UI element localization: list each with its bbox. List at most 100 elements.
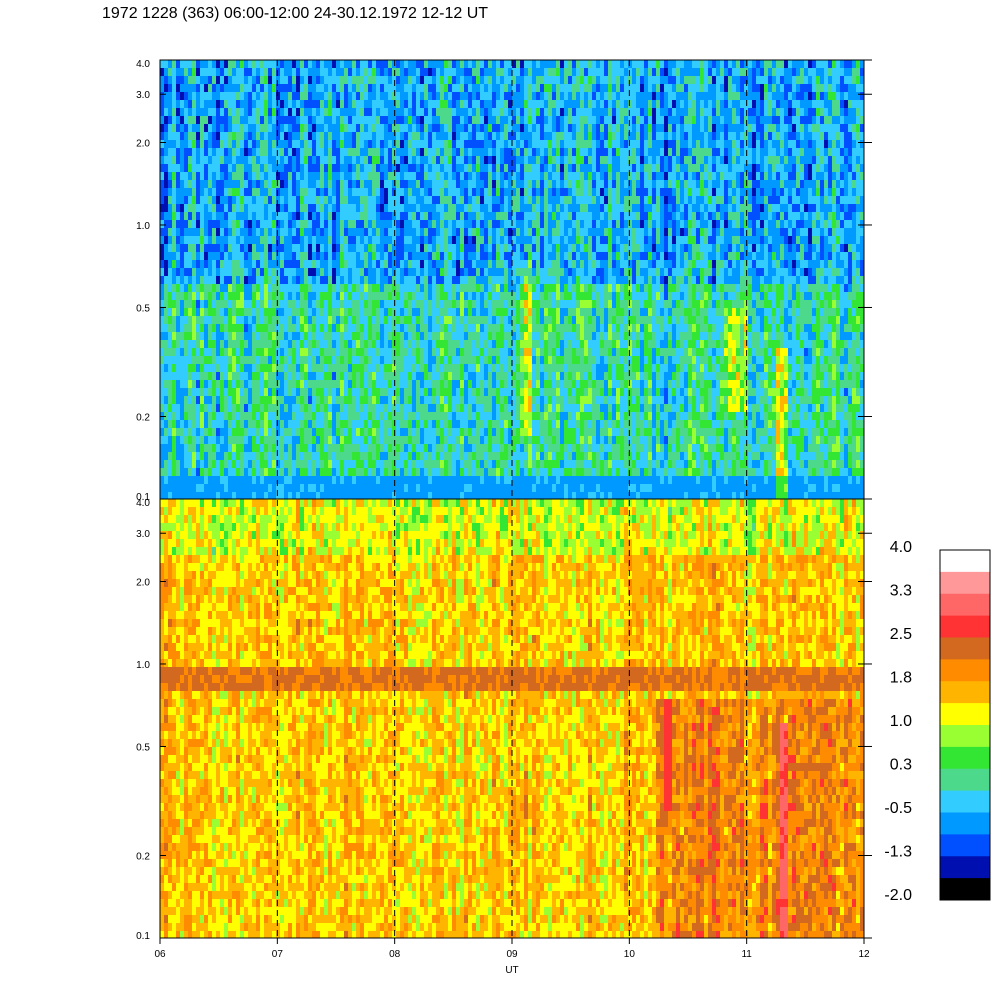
spectro-cell (480, 460, 484, 469)
spectro-cell (272, 364, 276, 373)
spectro-cell (200, 300, 204, 309)
spectro-cell (348, 356, 352, 365)
spectro-cell (496, 260, 500, 269)
spectro-cell (428, 348, 432, 357)
spectro-cell (516, 356, 520, 365)
spectro-cell (460, 324, 464, 333)
spectro-cell (468, 228, 472, 237)
spectro-cell (508, 412, 512, 421)
spectro-cell (444, 68, 448, 77)
spectro-cell (224, 188, 228, 197)
spectro-cell (432, 92, 436, 101)
spectro-cell (352, 268, 356, 277)
spectro-cell (228, 340, 232, 349)
spectro-cell (444, 404, 448, 413)
spectro-cell (248, 452, 252, 461)
spectro-cell (248, 132, 252, 141)
spectro-cell (356, 356, 360, 365)
spectro-cell (460, 212, 464, 221)
spectro-cell (344, 268, 348, 277)
spectro-cell (164, 180, 168, 189)
spectro-cell (292, 244, 296, 253)
spectro-cell (252, 196, 256, 205)
spectro-cell (336, 460, 340, 469)
spectro-cell (432, 108, 436, 117)
spectro-cell (168, 156, 172, 165)
spectro-cell (512, 204, 516, 213)
spectro-cell (316, 300, 320, 309)
spectro-cell (444, 492, 448, 499)
spectro-cell (380, 316, 384, 325)
spectro-cell (256, 212, 260, 221)
spectro-cell (264, 116, 268, 125)
spectro-cell (512, 484, 516, 493)
spectro-cell (328, 260, 332, 269)
spectro-cell (376, 476, 380, 485)
spectro-cell (436, 468, 440, 477)
spectro-cell (304, 204, 308, 213)
spectro-cell (236, 244, 240, 253)
spectro-cell (444, 476, 448, 485)
spectro-cell (204, 300, 208, 309)
spectro-cell (344, 476, 348, 485)
spectro-cell (240, 220, 244, 229)
spectro-cell (240, 420, 244, 429)
spectro-cell (424, 452, 428, 461)
spectro-cell (420, 100, 424, 109)
spectro-cell (344, 444, 348, 453)
spectro-cell (188, 68, 192, 77)
spectro-cell (220, 204, 224, 213)
spectro-cell (416, 164, 420, 173)
spectro-cell (196, 276, 200, 285)
spectro-cell (492, 476, 496, 485)
spectro-cell (372, 188, 376, 197)
spectro-cell (516, 364, 520, 373)
spectro-cell (160, 388, 164, 397)
spectro-cell (300, 404, 304, 413)
spectro-cell (180, 204, 184, 213)
spectro-cell (408, 276, 412, 285)
spectro-cell (424, 212, 428, 221)
spectro-cell (200, 404, 204, 413)
spectro-cell (432, 436, 436, 445)
spectro-cell (456, 396, 460, 405)
spectro-cell (356, 68, 360, 77)
spectro-cell (504, 252, 508, 261)
spectro-cell (332, 92, 336, 101)
spectro-cell (288, 468, 292, 477)
spectro-cell (312, 364, 316, 373)
spectro-cell (284, 412, 288, 421)
spectro-cell (452, 452, 456, 461)
spectro-cell (264, 484, 268, 493)
spectro-cell (352, 492, 356, 499)
spectro-cell (240, 268, 244, 277)
spectro-cell (384, 204, 388, 213)
spectro-cell (216, 404, 220, 413)
spectro-cell (488, 444, 492, 453)
spectro-cell (416, 436, 420, 445)
spectro-cell (256, 220, 260, 229)
spectro-cell (312, 156, 316, 165)
spectro-cell (516, 404, 520, 413)
spectro-cell (500, 356, 504, 365)
spectro-cell (516, 484, 520, 493)
spectro-cell (232, 276, 236, 285)
spectro-cell (424, 484, 428, 493)
spectro-cell (508, 84, 512, 93)
spectro-cell (448, 228, 452, 237)
spectro-cell (340, 372, 344, 381)
spectro-cell (424, 308, 428, 317)
spectro-cell (192, 436, 196, 445)
spectro-cell (308, 468, 312, 477)
spectro-cell (512, 468, 516, 477)
spectro-cell (404, 476, 408, 485)
spectro-cell (200, 340, 204, 349)
spectro-cell (360, 404, 364, 413)
spectro-cell (284, 308, 288, 317)
spectro-cell (252, 316, 256, 325)
spectro-cell (364, 196, 368, 205)
spectro-cell (184, 228, 188, 237)
spectro-cell (384, 348, 388, 357)
spectro-cell (384, 252, 388, 261)
spectro-cell (184, 332, 188, 341)
